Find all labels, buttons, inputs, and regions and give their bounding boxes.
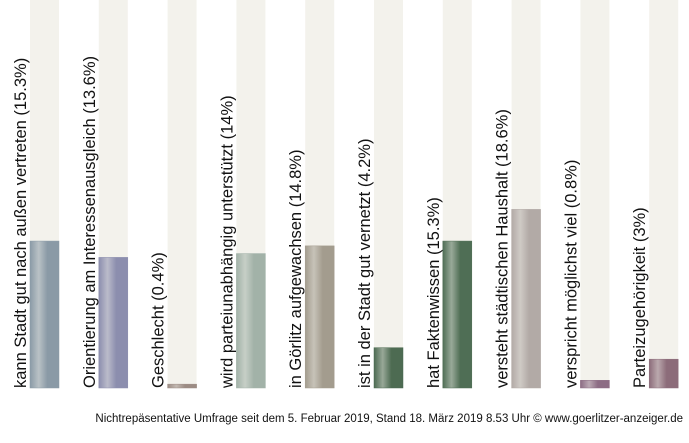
- category-label: in Görlitz aufgewachsen (14.8%): [287, 150, 305, 388]
- value-label: (15.3%): [425, 197, 443, 255]
- category-label: wird parteiunabhängig unterstützt (14%): [218, 95, 236, 389]
- bar: [648, 358, 679, 389]
- bar: [167, 383, 197, 389]
- value-label: (14.8%): [287, 150, 305, 208]
- value-label: (0.4%): [150, 252, 168, 301]
- value-label: (18.6%): [494, 109, 512, 167]
- category-name: verspricht möglichst viel: [562, 213, 580, 388]
- bar-background: [649, 0, 679, 388]
- value-label: (13.6%): [81, 56, 99, 114]
- category-label: hat Faktenwissen (15.3%): [425, 197, 443, 388]
- category-name: Orientierung am Interessenausgleich: [81, 118, 99, 388]
- bar: [29, 240, 60, 389]
- value-label: (15.3%): [12, 58, 30, 116]
- category-name: ist in der Stadt gut vernetzt: [356, 191, 374, 388]
- category-label: ist in der Stadt gut vernetzt (4.2%): [356, 139, 374, 388]
- category-name: Parteizugehörigkeit: [631, 246, 649, 388]
- category-label: kann Stadt gut nach außen vertreten (15.…: [12, 58, 30, 388]
- bar-background: [167, 0, 197, 388]
- category-label: versteht städtischen Haushalt (18.6%): [494, 109, 512, 388]
- bar: [373, 347, 404, 389]
- category-name: in Görlitz aufgewachsen: [287, 212, 305, 388]
- value-label: (14%): [218, 95, 236, 139]
- value-label: (0.8%): [562, 160, 580, 209]
- category-name: hat Faktenwissen: [425, 260, 443, 388]
- bar: [580, 380, 610, 389]
- category-name: wird parteiunabhängig unterstützt: [218, 144, 236, 389]
- bar: [236, 253, 266, 389]
- bar-background: [580, 0, 610, 388]
- bar: [442, 240, 473, 389]
- category-name: versteht städtischen Haushalt: [494, 171, 512, 388]
- value-label: (4.2%): [356, 139, 374, 188]
- category-name: kann Stadt gut nach außen vertreten: [12, 120, 30, 388]
- bar-background: [374, 0, 403, 388]
- bar: [304, 245, 335, 389]
- category-name: Geschlecht: [150, 305, 168, 388]
- category-label: Orientierung am Interessenausgleich (13.…: [81, 56, 99, 388]
- footer: Nichtrepäsentative Umfrage seit dem 5. F…: [95, 413, 683, 425]
- category-label: Parteizugehörigkeit (3%): [631, 207, 649, 388]
- category-label: Geschlecht (0.4%): [150, 252, 168, 388]
- bar: [98, 257, 129, 389]
- category-label: verspricht möglichst viel (0.8%): [562, 160, 580, 388]
- bar: [511, 209, 541, 389]
- value-label: (3%): [631, 207, 649, 242]
